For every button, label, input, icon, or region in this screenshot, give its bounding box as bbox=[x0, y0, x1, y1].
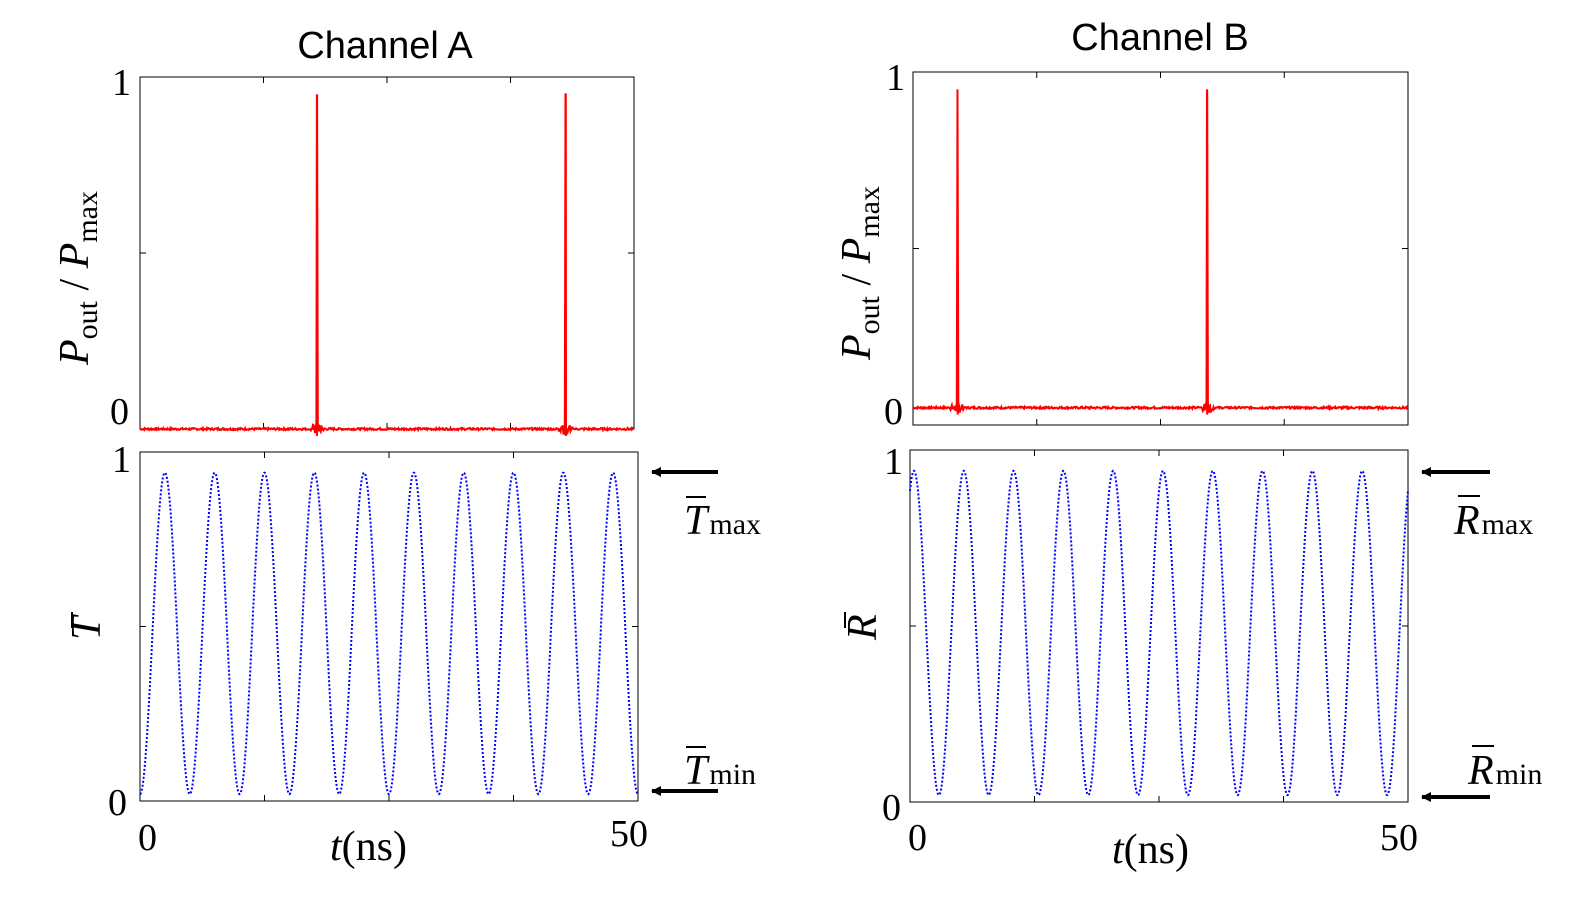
channel-b-reflection-axes: 1 0 0 50 bbox=[882, 441, 1418, 859]
svg-text:Tmax: Tmax bbox=[684, 498, 761, 544]
channel-a-power-ytick-0: 0 bbox=[110, 391, 129, 433]
channel-b-reflection-series bbox=[909, 469, 1409, 797]
svg-text:Tmin: Tmin bbox=[684, 748, 756, 794]
channel-a-power-ylabel: Pout / Pmax bbox=[52, 191, 104, 366]
channel-a-xtick-50: 50 bbox=[610, 813, 648, 855]
channel-a-tmin-marker: Tmin bbox=[651, 746, 756, 796]
channel-a-title: Channel A bbox=[297, 25, 473, 67]
channel-a-transmission-ylabel: T bbox=[64, 612, 110, 640]
channel-b-xtick-50: 50 bbox=[1380, 817, 1418, 859]
svg-text:Rmin: Rmin bbox=[1467, 748, 1542, 794]
channel-b-reflection-ytick-0: 0 bbox=[882, 787, 901, 829]
channel-a-pulse-series bbox=[139, 93, 635, 437]
channel-a-power-axes: 1 0 bbox=[110, 62, 635, 437]
channel-a-tmax-marker: Tmax bbox=[651, 467, 761, 544]
channel-a-power-ytick-1: 1 bbox=[112, 62, 131, 104]
channel-a-transmission-frame bbox=[139, 451, 639, 802]
channel-b-rmax-marker: Rmax bbox=[1421, 467, 1533, 544]
channel-b-xlabel: t(ns) bbox=[1112, 827, 1189, 873]
channel-a-transmission-ytick-1: 1 bbox=[112, 439, 131, 481]
channel-b-power-ylabel: Pout / Pmax bbox=[834, 186, 886, 361]
channel-b-reflection-frame bbox=[909, 449, 1409, 803]
channel-b-reflection-ylabel: R bbox=[840, 612, 886, 641]
channel-b-rmin-marker: Rmin bbox=[1421, 745, 1542, 802]
channel-b-power-ytick-1: 1 bbox=[886, 57, 905, 99]
channel-b-power-axes: 1 0 bbox=[884, 57, 1409, 433]
channel-b-title: Channel B bbox=[1071, 17, 1248, 59]
channel-a-transmission-axes: 1 0 0 50 bbox=[108, 439, 648, 859]
svg-text:T: T bbox=[64, 614, 110, 640]
channel-b-power-frame bbox=[912, 71, 1409, 426]
channel-b-power-ytick-0: 0 bbox=[884, 391, 903, 433]
channel-a-power-frame bbox=[139, 76, 635, 430]
channel-a-xlabel: t(ns) bbox=[330, 824, 407, 870]
svg-text:R: R bbox=[840, 614, 886, 641]
channel-b-pulse-series bbox=[912, 89, 1409, 415]
channel-b-reflection-ytick-1: 1 bbox=[884, 441, 903, 483]
channel-a-transmission-series bbox=[139, 471, 639, 796]
channel-a-xtick-0: 0 bbox=[138, 817, 157, 859]
channel-b-xtick-0: 0 bbox=[908, 817, 927, 859]
channel-a-transmission-ytick-0: 0 bbox=[108, 782, 127, 824]
svg-text:Rmax: Rmax bbox=[1453, 498, 1533, 544]
